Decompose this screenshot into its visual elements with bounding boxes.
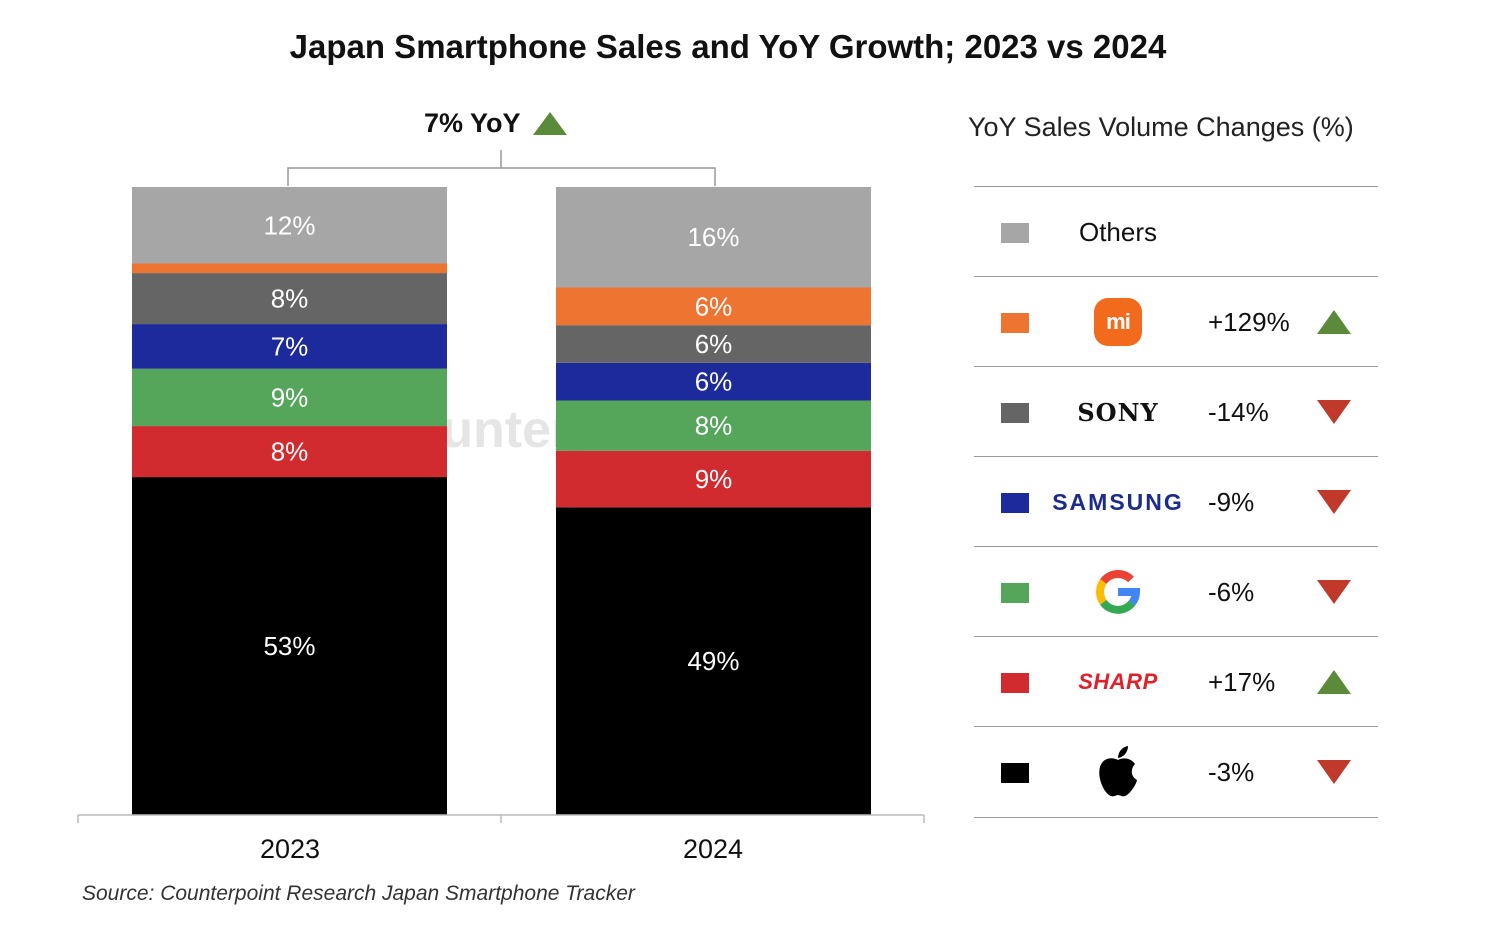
bar-segment-sony-2023: [132, 273, 447, 325]
yoy-annotation: 7% YoY: [424, 108, 567, 139]
data-label: 8%: [271, 437, 309, 467]
samsung-logo-text: SAMSUNG: [1052, 488, 1184, 515]
trend-down-icon: [1317, 580, 1351, 604]
data-label: 8%: [695, 411, 733, 441]
legend-row-others: Others: [974, 186, 1378, 277]
data-label: 9%: [695, 464, 733, 494]
yoy-annotation-text: 7% YoY: [424, 108, 521, 138]
legend-row-sony: SONY -14%: [974, 366, 1378, 457]
stacked-bar-chart: Counterpoint 53%8%9%7%8%12%49%9%8%6%6%6%…: [77, 150, 925, 864]
chart-title: Japan Smartphone Sales and YoY Growth; 2…: [289, 28, 1167, 65]
bar-segment-sharp-2024: [556, 450, 871, 508]
google-g-icon: [1096, 569, 1141, 614]
bar-segment-google-2023: [132, 368, 447, 427]
data-label: 53%: [263, 631, 315, 661]
trend-up-icon: [1317, 310, 1351, 334]
down-triangle-icon: [1317, 760, 1351, 784]
source-note: Source: Counterpoint Research Japan Smar…: [82, 882, 635, 905]
sharp-logo-text: SHARP: [1078, 669, 1158, 694]
legend-swatch: [1001, 313, 1029, 333]
sony-logo: SONY: [1052, 367, 1184, 457]
change-value: -9%: [1208, 486, 1255, 517]
legend-row-xiaomi: mi +129%: [974, 276, 1378, 367]
data-label: 7%: [271, 331, 309, 361]
bar-segment-xiaomi-2023: [132, 263, 447, 274]
legend-row-apple: -3%: [974, 726, 1378, 818]
bar-segment-sony-2024: [556, 325, 871, 363]
brand-others: Others: [1052, 187, 1184, 277]
legend-swatch: [1001, 493, 1029, 513]
down-triangle-icon: [1317, 580, 1351, 604]
sony-logo-text: SONY: [1077, 397, 1159, 427]
legend-title: YoY Sales Volume Changes (%): [968, 112, 1354, 142]
bar-segment-apple-2023: [132, 477, 447, 815]
legend-row-sharp: SHARP +17%: [974, 636, 1378, 727]
bars-layer: 53% 8% 9% 7% 8% 12% 49% 9% 8% 6% 6% 6% 16%: [132, 187, 871, 815]
legend-row-google: -6%: [974, 546, 1378, 637]
change-value: -3%: [1208, 756, 1255, 787]
apple-logo-icon: [1099, 746, 1137, 797]
yoy-bracket: [287, 150, 716, 186]
samsung-logo: SAMSUNG: [1052, 457, 1184, 547]
data-label: 9%: [271, 382, 309, 412]
data-label: 16%: [687, 222, 739, 252]
apple-logo: [1052, 727, 1184, 817]
data-label: 8%: [271, 284, 309, 314]
xiaomi-logo-icon: mi: [1094, 298, 1142, 346]
trend-down-icon: [1317, 400, 1351, 424]
legend-swatch: [1001, 223, 1029, 243]
data-label: 6%: [695, 367, 733, 397]
legend-swatch: [1001, 403, 1029, 423]
data-label: 12%: [263, 210, 315, 240]
change-value: +17%: [1208, 666, 1276, 697]
legend-swatch: [1001, 583, 1029, 603]
change-value: +129%: [1208, 306, 1290, 337]
change-value: -14%: [1208, 396, 1269, 427]
trend-down-icon: [1317, 490, 1351, 514]
bar-segment-others-2023: [132, 187, 447, 264]
data-label: 49%: [687, 646, 739, 676]
change-value: -6%: [1208, 576, 1255, 607]
bar-segment-samsung-2024: [556, 362, 871, 401]
down-triangle-icon: [1317, 400, 1351, 424]
bar-segment-google-2024: [556, 400, 871, 451]
bar-segment-apple-2024: [556, 507, 871, 815]
sharp-logo: SHARP: [1052, 637, 1184, 727]
bar-segment-samsung-2023: [132, 324, 447, 369]
data-label: 6%: [695, 329, 733, 359]
google-logo: [1052, 547, 1184, 637]
x-tick-label: 2024: [683, 834, 743, 864]
bar-segment-xiaomi-2024: [556, 287, 871, 326]
bar-segment-others-2024: [556, 187, 871, 288]
bar-segment-sharp-2023: [132, 426, 447, 478]
legend-row-samsung: SAMSUNG -9%: [974, 456, 1378, 547]
up-arrow-icon: [532, 112, 567, 135]
up-triangle-icon: [1317, 670, 1351, 694]
data-label: 6%: [695, 291, 733, 321]
legend-swatch: [1001, 763, 1029, 783]
trend-down-icon: [1317, 760, 1351, 784]
x-tick-label: 2023: [260, 834, 320, 864]
legend-swatch: [1001, 673, 1029, 693]
brand-label: Others: [1078, 216, 1158, 247]
up-triangle-icon: [1317, 310, 1351, 334]
trend-up-icon: [1317, 670, 1351, 694]
xiaomi-logo: mi: [1052, 277, 1184, 367]
down-triangle-icon: [1317, 490, 1351, 514]
